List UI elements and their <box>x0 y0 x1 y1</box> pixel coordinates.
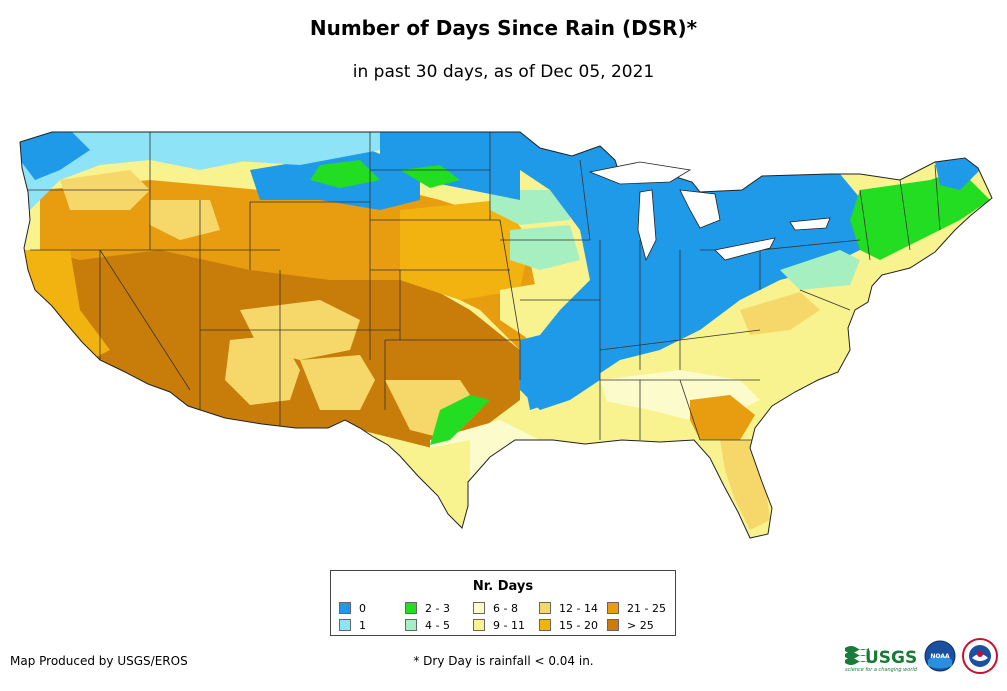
legend-swatch <box>473 602 485 614</box>
legend-swatch <box>607 619 619 631</box>
region-9-11-gulf <box>540 400 690 445</box>
usgs-logo: USGS science for a changing world <box>845 646 918 673</box>
legend-swatch <box>405 619 417 631</box>
lake-huron <box>679 189 721 229</box>
region-4-5-iowa <box>510 225 580 270</box>
legend-label: 0 <box>359 601 366 615</box>
great-lakes <box>588 161 831 262</box>
region-4-5-midatlantic <box>780 250 860 290</box>
region-0-mississippi-valley <box>520 330 600 410</box>
region-2-3-sd <box>400 165 460 188</box>
legend-item: 9 - 11 <box>473 618 525 632</box>
noaa-logo: NOAA <box>924 640 956 672</box>
legend-swatch <box>405 602 417 614</box>
legend-item: 0 <box>339 601 366 615</box>
legend-item: 4 - 5 <box>405 618 450 632</box>
producer-credit: Map Produced by USGS/EROS <box>10 654 188 668</box>
map-subtitle: in past 30 days, as of Dec 05, 2021 <box>352 62 655 82</box>
legend-label: 1 <box>359 618 366 632</box>
region-0-washington-coast <box>20 132 90 180</box>
region-21-25-georgia <box>690 395 755 440</box>
legend-swatch <box>473 619 485 631</box>
region-0-northdakota <box>380 132 520 200</box>
usgs-wave-icon <box>845 646 869 665</box>
region-12-14-nm <box>300 355 375 410</box>
legend-swatch <box>539 602 551 614</box>
legend-label: 12 - 14 <box>559 601 598 615</box>
region-12-14-arizona <box>225 335 300 405</box>
region-15-20-california <box>22 250 110 360</box>
legend-label: > 25 <box>627 618 654 632</box>
legend-item: 15 - 20 <box>539 618 598 632</box>
region-0-midwest <box>520 132 870 410</box>
region-2-3-dakotas <box>310 160 380 188</box>
region-2-3-northeast <box>850 170 990 260</box>
dry-day-note: * Dry Day is rainfall < 0.04 in. <box>413 654 594 668</box>
us-outline <box>19 131 993 539</box>
nws-logo <box>962 638 998 674</box>
region-1-montana-north <box>150 132 380 165</box>
usgs-wordmark: USGS <box>865 648 917 668</box>
legend-item: 1 <box>339 618 366 632</box>
us-dsr-map <box>19 131 993 539</box>
legend-swatch <box>339 602 351 614</box>
usgs-tagline: science for a changing world <box>845 667 918 673</box>
legend-label: 4 - 5 <box>425 618 450 632</box>
legend-item: 6 - 8 <box>473 601 518 615</box>
region-9-11-texas-coast <box>420 440 470 520</box>
legend-swatch <box>539 619 551 631</box>
region-0-maine <box>935 158 980 190</box>
legend-swatch <box>607 602 619 614</box>
state-boundaries <box>20 132 941 441</box>
legend-item: 21 - 25 <box>607 601 666 615</box>
legend-label: 15 - 20 <box>559 618 598 632</box>
map-title: Number of Days Since Rain (DSR)* <box>309 16 698 40</box>
region-12-14-virginia <box>740 292 820 335</box>
lake-superior <box>588 161 692 185</box>
legend-grid: 0 1 2 - 3 4 - 5 6 - 8 9 - 11 12 - 14 15 <box>339 601 671 635</box>
legend-item: 12 - 14 <box>539 601 598 615</box>
lake-ontario <box>789 217 831 231</box>
lake-michigan <box>637 189 657 262</box>
legend-item: > 25 <box>607 618 654 632</box>
legend-item: 2 - 3 <box>405 601 450 615</box>
region-4-5-minnesota <box>490 190 570 225</box>
legend-title: Nr. Days <box>472 579 534 594</box>
legend-label: 6 - 8 <box>493 601 518 615</box>
legend-label: 2 - 3 <box>425 601 450 615</box>
region-15-20-kansas <box>400 200 530 300</box>
region-2-3-texas <box>430 395 490 445</box>
legend-box: Nr. Days 0 1 2 - 3 4 - 5 6 - 8 9 - 11 12 <box>330 570 676 636</box>
legend-label: 21 - 25 <box>627 601 666 615</box>
noaa-wordmark: NOAA <box>930 653 950 660</box>
legend-label: 9 - 11 <box>493 618 525 632</box>
region-12-14-idaho <box>150 200 220 240</box>
legend-swatch <box>339 619 351 631</box>
lake-erie <box>714 237 776 261</box>
